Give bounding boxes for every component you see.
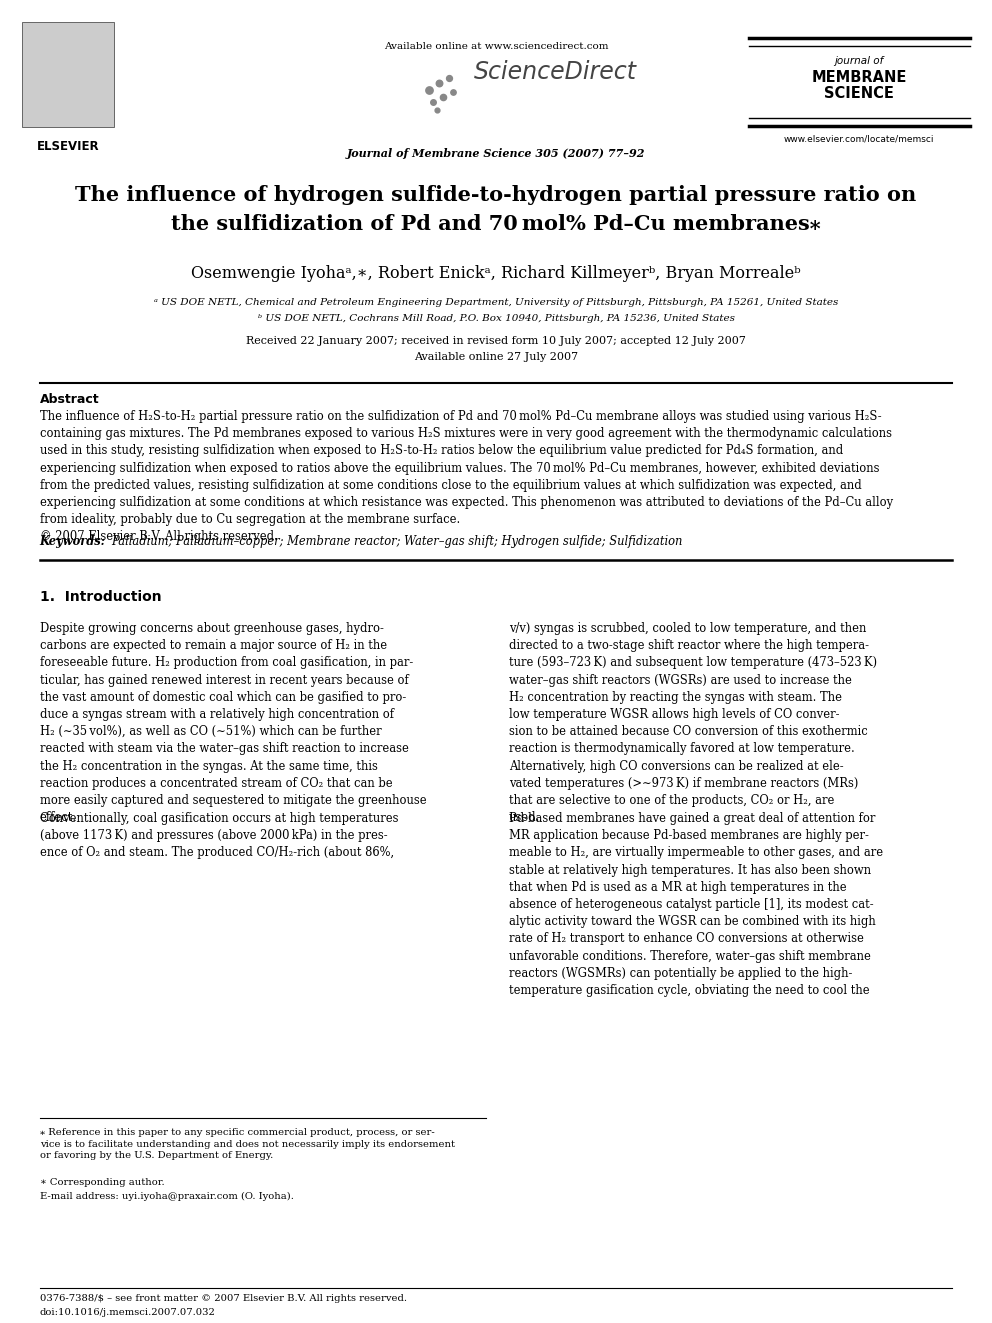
Text: Pd-based membranes have gained a great deal of attention for
MR application beca: Pd-based membranes have gained a great d… (509, 812, 883, 998)
Text: The influence of hydrogen sulfide-to-hydrogen partial pressure ratio on: The influence of hydrogen sulfide-to-hyd… (75, 185, 917, 205)
Point (441, 67, 457, 89)
Text: v/v) syngas is scrubbed, cooled to low temperature, and then
directed to a two-s: v/v) syngas is scrubbed, cooled to low t… (509, 622, 877, 824)
Text: Conventionally, coal gasification occurs at high temperatures
(above 1173 K) and: Conventionally, coal gasification occurs… (40, 812, 398, 860)
Point (435, 86, 451, 107)
Text: journal of: journal of (834, 56, 884, 66)
Point (432, 73, 447, 94)
Text: Received 22 January 2007; received in revised form 10 July 2007; accepted 12 Jul: Received 22 January 2007; received in re… (246, 336, 746, 347)
Text: ᵃ US DOE NETL, Chemical and Petroleum Engineering Department, University of Pitt: ᵃ US DOE NETL, Chemical and Petroleum En… (154, 298, 838, 307)
Text: Available online at www.sciencedirect.com: Available online at www.sciencedirect.co… (384, 42, 608, 52)
Text: MEMBRANE: MEMBRANE (811, 70, 907, 85)
Text: ∗ Corresponding author.: ∗ Corresponding author. (40, 1177, 165, 1187)
Text: ELSEVIER: ELSEVIER (37, 140, 99, 153)
Text: Osemwengie Iyohaᵃ,∗, Robert Enickᵃ, Richard Killmeyerᵇ, Bryan Morrealeᵇ: Osemwengie Iyohaᵃ,∗, Robert Enickᵃ, Rich… (191, 265, 801, 282)
Text: www.elsevier.com/locate/memsci: www.elsevier.com/locate/memsci (784, 135, 934, 144)
Point (430, 99, 445, 120)
Point (426, 91, 441, 112)
Text: Journal of Membrane Science 305 (2007) 77–92: Journal of Membrane Science 305 (2007) 7… (347, 148, 645, 159)
Text: doi:10.1016/j.memsci.2007.07.032: doi:10.1016/j.memsci.2007.07.032 (40, 1308, 215, 1316)
Text: ⁎ Reference in this paper to any specific commercial product, process, or ser-
v: ⁎ Reference in this paper to any specifi… (40, 1129, 454, 1160)
Text: Available online 27 July 2007: Available online 27 July 2007 (414, 352, 578, 363)
Text: the sulfidization of Pd and 70 mol% Pd–Cu membranes⁎: the sulfidization of Pd and 70 mol% Pd–C… (172, 214, 820, 234)
Text: 0376-7388/$ – see front matter © 2007 Elsevier B.V. All rights reserved.: 0376-7388/$ – see front matter © 2007 El… (40, 1294, 407, 1303)
Text: ScienceDirect: ScienceDirect (473, 60, 636, 83)
Text: SCIENCE: SCIENCE (824, 86, 894, 101)
Text: ᵇ US DOE NETL, Cochrans Mill Road, P.O. Box 10940, Pittsburgh, PA 15236, United : ᵇ US DOE NETL, Cochrans Mill Road, P.O. … (258, 314, 734, 323)
Text: Keywords:: Keywords: (40, 534, 106, 548)
Point (445, 82, 461, 103)
Text: The influence of H₂S-to-H₂ partial pressure ratio on the sulfidization of Pd and: The influence of H₂S-to-H₂ partial press… (40, 410, 893, 544)
Text: 1.  Introduction: 1. Introduction (40, 590, 162, 605)
Text: Palladium; Palladium–copper; Membrane reactor; Water–gas shift; Hydrogen sulfide: Palladium; Palladium–copper; Membrane re… (111, 534, 682, 548)
Text: E-mail address: uyi.iyoha@praxair.com (O. Iyoha).: E-mail address: uyi.iyoha@praxair.com (O… (40, 1192, 294, 1201)
Text: Despite growing concerns about greenhouse gases, hydro-
carbons are expected to : Despite growing concerns about greenhous… (40, 622, 427, 824)
Point (422, 79, 437, 101)
Text: Abstract: Abstract (40, 393, 99, 406)
Bar (22, 22, 114, 127)
